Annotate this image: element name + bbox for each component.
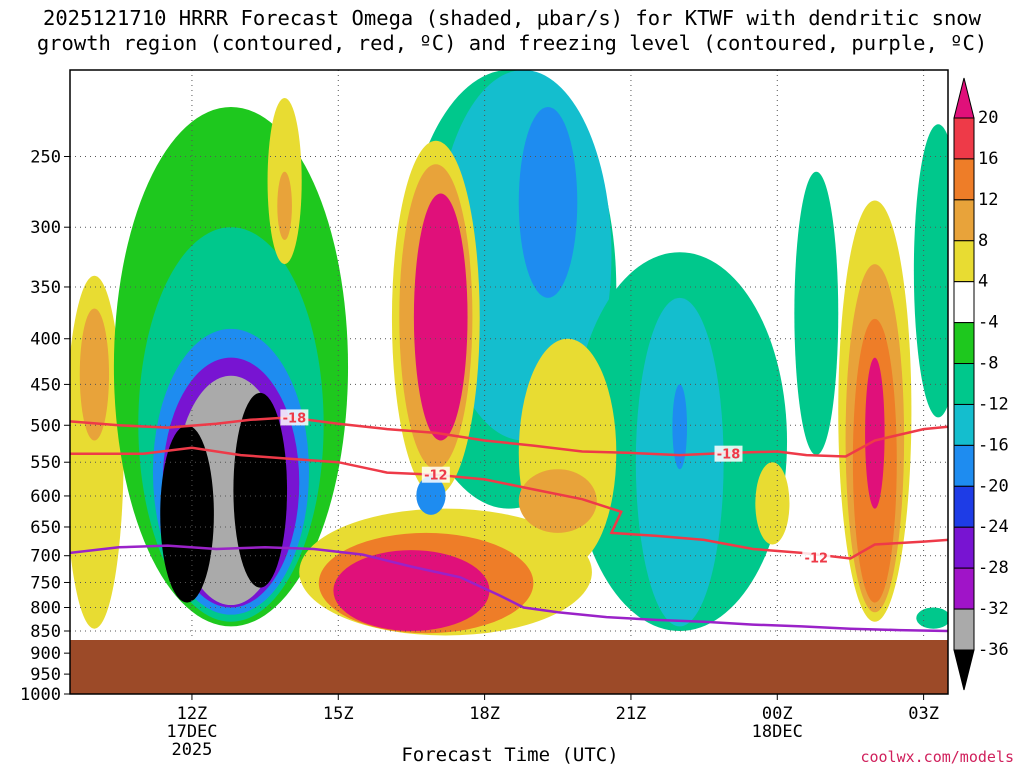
y-tick-label: 700: [30, 547, 61, 567]
grid-lines: [70, 70, 948, 694]
x-axis-label: Forecast Time (UTC): [401, 744, 619, 766]
freezing-level-contour: [70, 544, 948, 633]
omega-region: [672, 384, 688, 470]
contour-label: -12: [424, 469, 448, 484]
y-tick-label: 550: [30, 453, 61, 473]
contour-label-bg: [714, 445, 743, 462]
colorbar-label: 4: [978, 272, 988, 292]
colorbar-bin: [953, 608, 975, 651]
y-tick-label: 400: [30, 330, 61, 350]
colorbar-top-arrow: [953, 77, 975, 119]
contour-label: -18: [283, 411, 307, 426]
colorbar-label: -4: [978, 313, 998, 333]
y-axis-ticks: 2503003504004505005506006507007508008509…: [20, 148, 70, 705]
colorbar-bin: [953, 403, 975, 446]
colorbar-label: 12: [978, 190, 998, 210]
colorbar-label: 8: [978, 231, 988, 251]
chart-title: 2025121710 HRRR Forecast Omega (shaded, …: [0, 6, 1024, 56]
x-tick-date: 17DEC: [166, 722, 217, 742]
y-tick-label: 600: [30, 487, 61, 507]
y-tick-label: 300: [30, 218, 61, 238]
contour-lines: -18 -12 -18 -12: [70, 409, 948, 633]
colorbar-label: -8: [978, 354, 998, 374]
colorbar-label: -24: [978, 517, 1009, 537]
y-tick-label: 250: [30, 148, 61, 168]
colorbar-label: -16: [978, 435, 1009, 455]
colorbar: 20 16 12 8 4 -4 -8 -12 -16 -20 -24 -28 -32 -36: [953, 77, 1009, 691]
colorbar-label: 20: [978, 108, 998, 128]
dendritic-contour--18: [70, 416, 948, 458]
plot-frame: [69, 69, 949, 695]
colorbar-label: 16: [978, 149, 998, 169]
contour-label: -18: [717, 448, 741, 463]
omega-region: [277, 171, 292, 240]
x-tick-year: 2025: [171, 740, 212, 760]
colorbar-bin: [953, 281, 975, 324]
y-tick-label: 650: [30, 518, 61, 538]
y-tick-label: 900: [30, 644, 61, 664]
credit-text[interactable]: coolwx.com/models: [860, 748, 1014, 766]
colorbar-label: -20: [978, 476, 1009, 496]
x-tick-label: 21Z: [616, 704, 647, 724]
colorbar-bin: [953, 567, 975, 610]
x-tick-label: 12Z: [177, 704, 208, 724]
y-tick-label: 1000: [20, 685, 61, 705]
contour-label: -12: [805, 551, 829, 566]
colorbar-bottom-arrow: [953, 649, 975, 691]
y-tick-label: 500: [30, 416, 61, 436]
x-tick-label: 15Z: [323, 704, 354, 724]
y-tick-label: 350: [30, 278, 61, 298]
colorbar-bin: [953, 199, 975, 242]
x-tick-date: 18DEC: [752, 722, 803, 742]
colorbar-bin: [953, 240, 975, 283]
y-tick-label: 850: [30, 622, 61, 642]
colorbar-label: -28: [978, 558, 1009, 578]
x-tick-label: 00Z: [762, 704, 793, 724]
terrain-fill: [70, 640, 948, 694]
omega-region: [755, 462, 790, 545]
colorbar-bin: [953, 485, 975, 528]
contour-label-bg: [802, 549, 831, 566]
contour-label-bg: [421, 466, 450, 483]
omega-region: [79, 308, 110, 441]
colorbar-bin: [953, 526, 975, 569]
omega-region: [865, 357, 885, 509]
colorbar-bin: [953, 158, 975, 201]
omega-region: [333, 550, 490, 631]
colorbar-label: -12: [978, 394, 1009, 414]
colorbar-bin: [953, 322, 975, 365]
colorbar-label: -32: [978, 599, 1009, 619]
y-tick-label: 750: [30, 573, 61, 593]
terrain: [70, 640, 948, 694]
y-tick-label: 800: [30, 598, 61, 618]
chart-title-line-2: growth region (contoured, red, ºC) and f…: [36, 31, 988, 55]
omega-region: [913, 124, 948, 418]
colorbar-label: -36: [978, 640, 1009, 660]
omega-region: [794, 171, 839, 456]
y-tick-label: 950: [30, 665, 61, 685]
chart-title-line-1: 2025121710 HRRR Forecast Omega (shaded, …: [43, 6, 981, 30]
x-tick-label: 18Z: [469, 704, 500, 724]
y-tick-label: 450: [30, 375, 61, 395]
omega-region: [160, 425, 214, 603]
dendritic-contour--12: [70, 446, 948, 560]
plot-area: -18 -12 -18 -12: [70, 70, 948, 694]
omega-region: [916, 607, 948, 629]
omega-region: [233, 392, 288, 588]
omega-region: [413, 193, 468, 441]
contour-label-bg: [280, 409, 309, 426]
colorbar-bin: [953, 444, 975, 487]
omega-shading: [70, 70, 948, 636]
colorbar-bin: [953, 363, 975, 405]
omega-region: [518, 469, 597, 533]
x-tick-label: 03Z: [908, 704, 939, 724]
omega-region: [518, 106, 578, 298]
colorbar-bin: [953, 117, 975, 160]
